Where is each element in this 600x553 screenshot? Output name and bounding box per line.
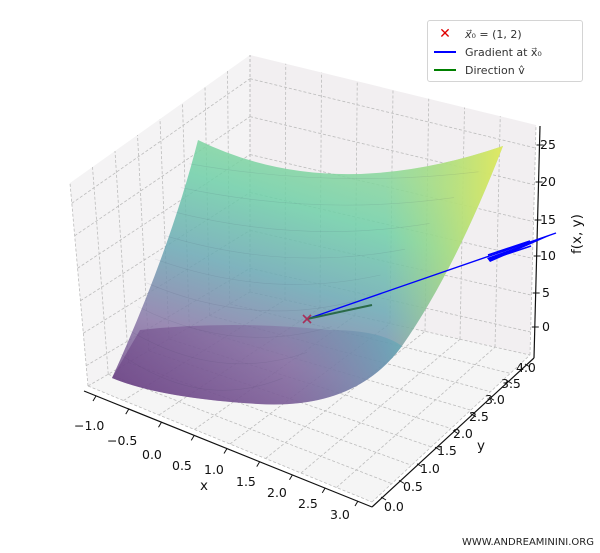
surface-bottom-shade [112,325,402,405]
x-tick: 0.5 [172,458,192,473]
x-tick-labels: −1.0 −0.5 0.0 0.5 1.0 1.5 2.0 2.5 3.0 [74,418,350,522]
y-axis-label: y [477,438,485,454]
z-axis-label: f(x, y) [569,214,585,254]
x-tick: 2.0 [267,485,287,500]
x-tick: 2.5 [298,496,318,511]
z-axis-line [533,125,541,359]
x-tick: 3.0 [330,507,350,522]
axis-lines [83,125,541,508]
legend-label-gradient: Gradient at x⃗₀ [465,45,542,59]
point-marker-x0 [302,314,312,324]
y-tick: 1.5 [437,443,457,458]
blue-line-icon [434,51,456,53]
y-tick: 0.5 [403,479,423,494]
z-tick: 25 [540,137,556,152]
axis-ticks [92,144,544,507]
x-tick: 1.5 [236,474,256,489]
y-tick: 1.0 [420,461,440,476]
y-tick: 2.0 [453,426,473,441]
legend-label-point: x⃗₀ = (1, 2) [465,27,522,41]
legend: ✕ x⃗₀ = (1, 2) Gradient at x⃗₀ Direction… [427,20,583,82]
direction-arrow [306,304,373,320]
gradient-arrow [306,232,557,320]
y-tick: 4.0 [516,360,536,375]
x-axis-label: x [200,478,208,494]
z-tick: 20 [540,174,556,189]
y-axis-line [371,357,535,508]
x-axis-line [83,390,373,508]
x-tick: 0.0 [142,447,162,462]
legend-entry-gradient: Gradient at x⃗₀ [434,44,542,60]
x-marker-icon: ✕ [439,26,451,42]
z-tick: 0 [542,319,550,334]
x-tick: 1.0 [204,462,224,477]
legend-entry-point: ✕ x⃗₀ = (1, 2) [434,26,522,42]
legend-label-direction: Direction v̂ [465,63,525,77]
x-tick: −1.0 [74,418,104,433]
y-tick: 3.0 [485,392,505,407]
x-tick: −0.5 [107,433,137,448]
watermark: WWW.ANDREAMININI.ORG [461,537,594,548]
z-tick: 15 [540,212,556,227]
z-tick-labels: 0 5 10 15 20 25 [540,137,556,334]
z-tick: 10 [540,248,556,263]
z-tick: 5 [542,285,550,300]
green-line-icon [434,69,456,71]
y-tick-labels: 0.0 0.5 1.0 1.5 2.0 2.5 3.0 3.5 4.0 [384,360,536,514]
y-tick: 2.5 [469,409,489,424]
y-tick: 0.0 [384,499,404,514]
legend-entry-direction: Direction v̂ [434,62,525,78]
y-tick: 3.5 [501,376,521,391]
surface [112,140,503,405]
